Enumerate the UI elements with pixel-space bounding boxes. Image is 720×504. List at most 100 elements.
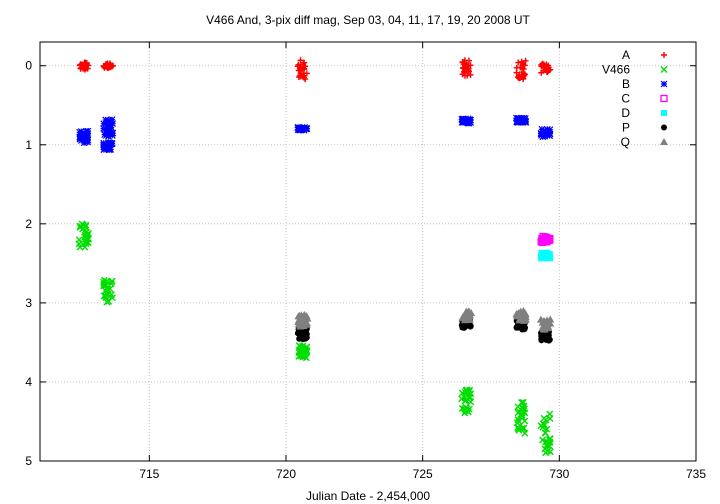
point-star — [76, 128, 84, 136]
series-p — [294, 317, 553, 344]
point-cross — [81, 222, 89, 230]
point-star — [521, 115, 529, 123]
point-plus — [538, 61, 545, 68]
point-cross — [519, 398, 527, 406]
point-cross — [104, 291, 112, 299]
point-star — [464, 118, 472, 125]
point-star — [300, 126, 308, 134]
point-cross — [302, 344, 310, 352]
point-cross — [542, 416, 550, 424]
point-cross — [516, 411, 524, 419]
legend-marker-v466 — [660, 66, 668, 73]
point-filled-circle — [661, 124, 667, 131]
point-star — [522, 118, 529, 126]
point-cross — [102, 277, 110, 285]
point-cross — [521, 417, 529, 425]
axes: 0 1 2 3 4 5 715 720 725 730 735 — [25, 42, 706, 481]
point-cross — [541, 445, 549, 453]
point-plus — [459, 64, 466, 71]
point-plus — [517, 64, 524, 71]
point-filled-triangle — [465, 314, 474, 322]
point-cross — [466, 393, 474, 401]
point-star — [80, 139, 88, 147]
point-star — [459, 117, 467, 125]
point-cross — [461, 405, 469, 413]
point-plus — [520, 60, 527, 67]
grid — [40, 42, 697, 462]
series-c — [537, 232, 554, 247]
legend-label-p: P — [622, 121, 630, 135]
data-points — [75, 57, 555, 457]
point-cross — [300, 348, 308, 356]
point-filled-circle — [521, 324, 528, 331]
point-star — [303, 125, 311, 133]
point-cross — [301, 350, 309, 358]
legend-label-q: Q — [621, 135, 630, 149]
point-square — [545, 236, 554, 244]
point-plus — [299, 72, 306, 79]
point-plus — [81, 65, 88, 72]
point-cross — [546, 435, 554, 443]
point-plus — [522, 57, 529, 64]
point-star — [105, 132, 113, 140]
legend-label-c: C — [621, 92, 630, 106]
point-cross — [515, 418, 523, 426]
point-filled-square — [542, 253, 549, 260]
point-filled-square — [545, 251, 552, 258]
point-filled-circle — [545, 332, 552, 339]
point-cross — [514, 403, 522, 411]
point-plus — [82, 61, 89, 68]
point-cross — [81, 233, 89, 241]
point-star — [78, 132, 86, 140]
point-star — [77, 128, 85, 136]
point-star — [542, 128, 550, 136]
y-tick-label: 5 — [25, 454, 32, 468]
series-a — [77, 57, 554, 83]
point-cross — [660, 66, 668, 73]
point-star — [102, 127, 110, 135]
point-star — [514, 119, 522, 126]
legend-marker-c — [660, 94, 668, 103]
point-plus — [299, 66, 306, 73]
series-b — [76, 114, 554, 154]
legend-label-d: D — [621, 106, 630, 120]
point-plus — [464, 62, 471, 69]
point-star — [538, 125, 546, 133]
point-cross — [103, 298, 111, 306]
point-cross — [462, 396, 470, 404]
point-cross — [546, 414, 554, 422]
point-plus — [538, 69, 545, 76]
point-filled-triangle — [465, 310, 474, 318]
point-star — [660, 80, 668, 88]
series-v466 — [75, 220, 554, 457]
point-plus — [110, 62, 117, 69]
point-star — [107, 145, 115, 153]
point-plus — [295, 74, 302, 81]
point-star — [100, 139, 108, 147]
legend-marker-q — [660, 138, 668, 145]
point-filled-triangle — [297, 321, 306, 329]
point-star — [84, 136, 91, 144]
point-star — [105, 139, 113, 147]
point-filled-triangle — [539, 321, 548, 329]
point-filled-triangle — [302, 312, 311, 320]
x-tick-label: 730 — [549, 467, 569, 481]
point-filled-circle — [543, 336, 550, 343]
legend-marker-b — [660, 80, 668, 88]
point-filled-circle — [459, 324, 466, 331]
point-filled-square — [661, 110, 667, 116]
legend-label-a: A — [622, 48, 630, 62]
point-plus — [295, 67, 302, 74]
point-star — [100, 120, 108, 128]
point-star — [513, 114, 520, 122]
point-cross — [539, 423, 547, 431]
y-tick-label: 4 — [25, 375, 32, 389]
x-tick-label: 725 — [413, 467, 433, 481]
point-plus — [467, 71, 474, 78]
x-tick-label: 715 — [139, 467, 159, 481]
y-tick-label: 1 — [25, 138, 32, 152]
point-filled-triangle — [294, 312, 303, 320]
point-filled-square — [539, 250, 546, 257]
